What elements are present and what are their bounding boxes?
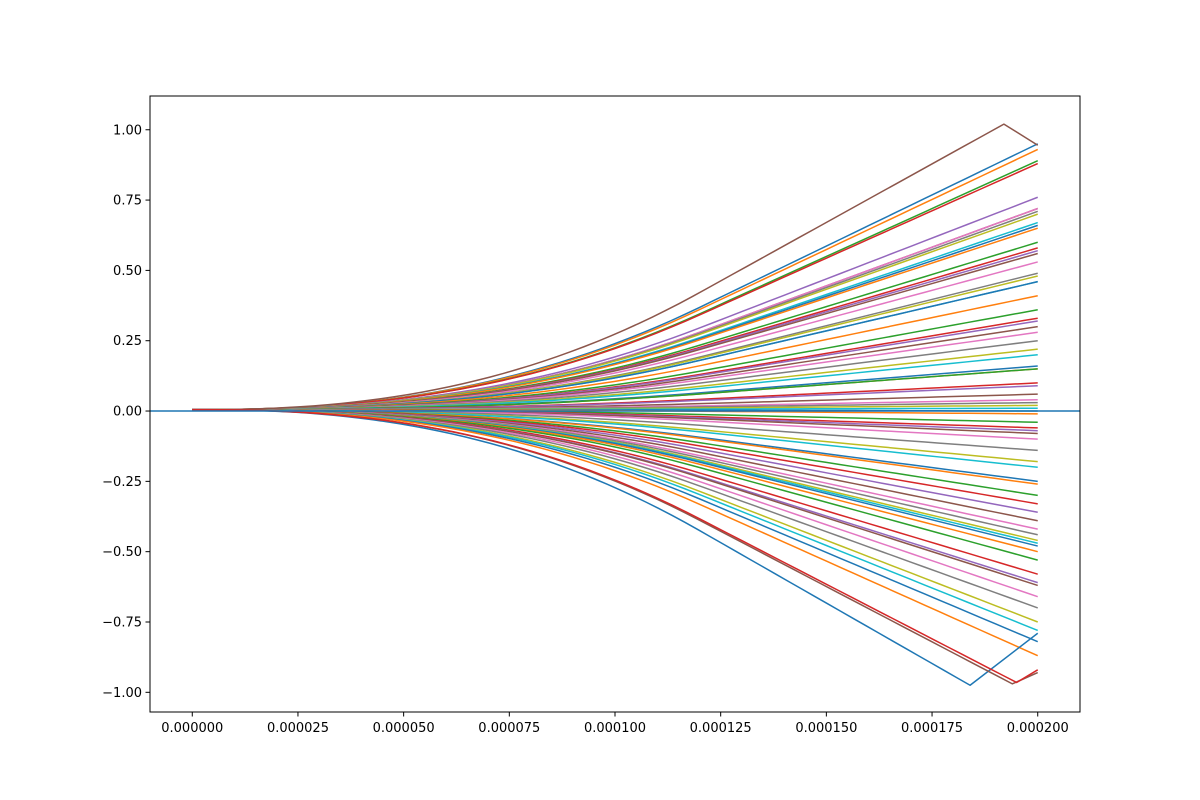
series-line-peaked: [192, 408, 1039, 684]
y-tick-label: −0.75: [102, 615, 142, 630]
x-tick-label: 0.000075: [478, 721, 540, 736]
x-tick-label: 0.000000: [161, 721, 223, 736]
axes-layer: 0.000000 0.000025 0.000050 0.000075 0.000100…: [102, 95, 1081, 736]
y-tick-label: 0.50: [113, 264, 142, 279]
y-tick-label: 0.75: [113, 194, 142, 209]
y-tick-label: 0.25: [113, 334, 142, 349]
x-tick-label: 0.000100: [584, 721, 646, 736]
y-tick-label: −1.00: [102, 686, 142, 701]
series-layer: [150, 123, 1080, 687]
x-tick-label: 0.000025: [267, 721, 329, 736]
y-tick-label: 1.00: [113, 123, 142, 138]
x-tick-label: 0.000200: [1007, 721, 1069, 736]
y-tick-label: 0.00: [113, 405, 142, 420]
series-line-peaked: [192, 123, 1039, 411]
y-tick-label: −0.25: [102, 475, 142, 490]
x-tick-label: 0.000125: [690, 721, 752, 736]
x-tick-label: 0.000150: [795, 721, 857, 736]
x-tick-label: 0.000050: [373, 721, 435, 736]
y-tick-label: −0.50: [102, 545, 142, 560]
x-tick-label: 0.000175: [901, 721, 963, 736]
